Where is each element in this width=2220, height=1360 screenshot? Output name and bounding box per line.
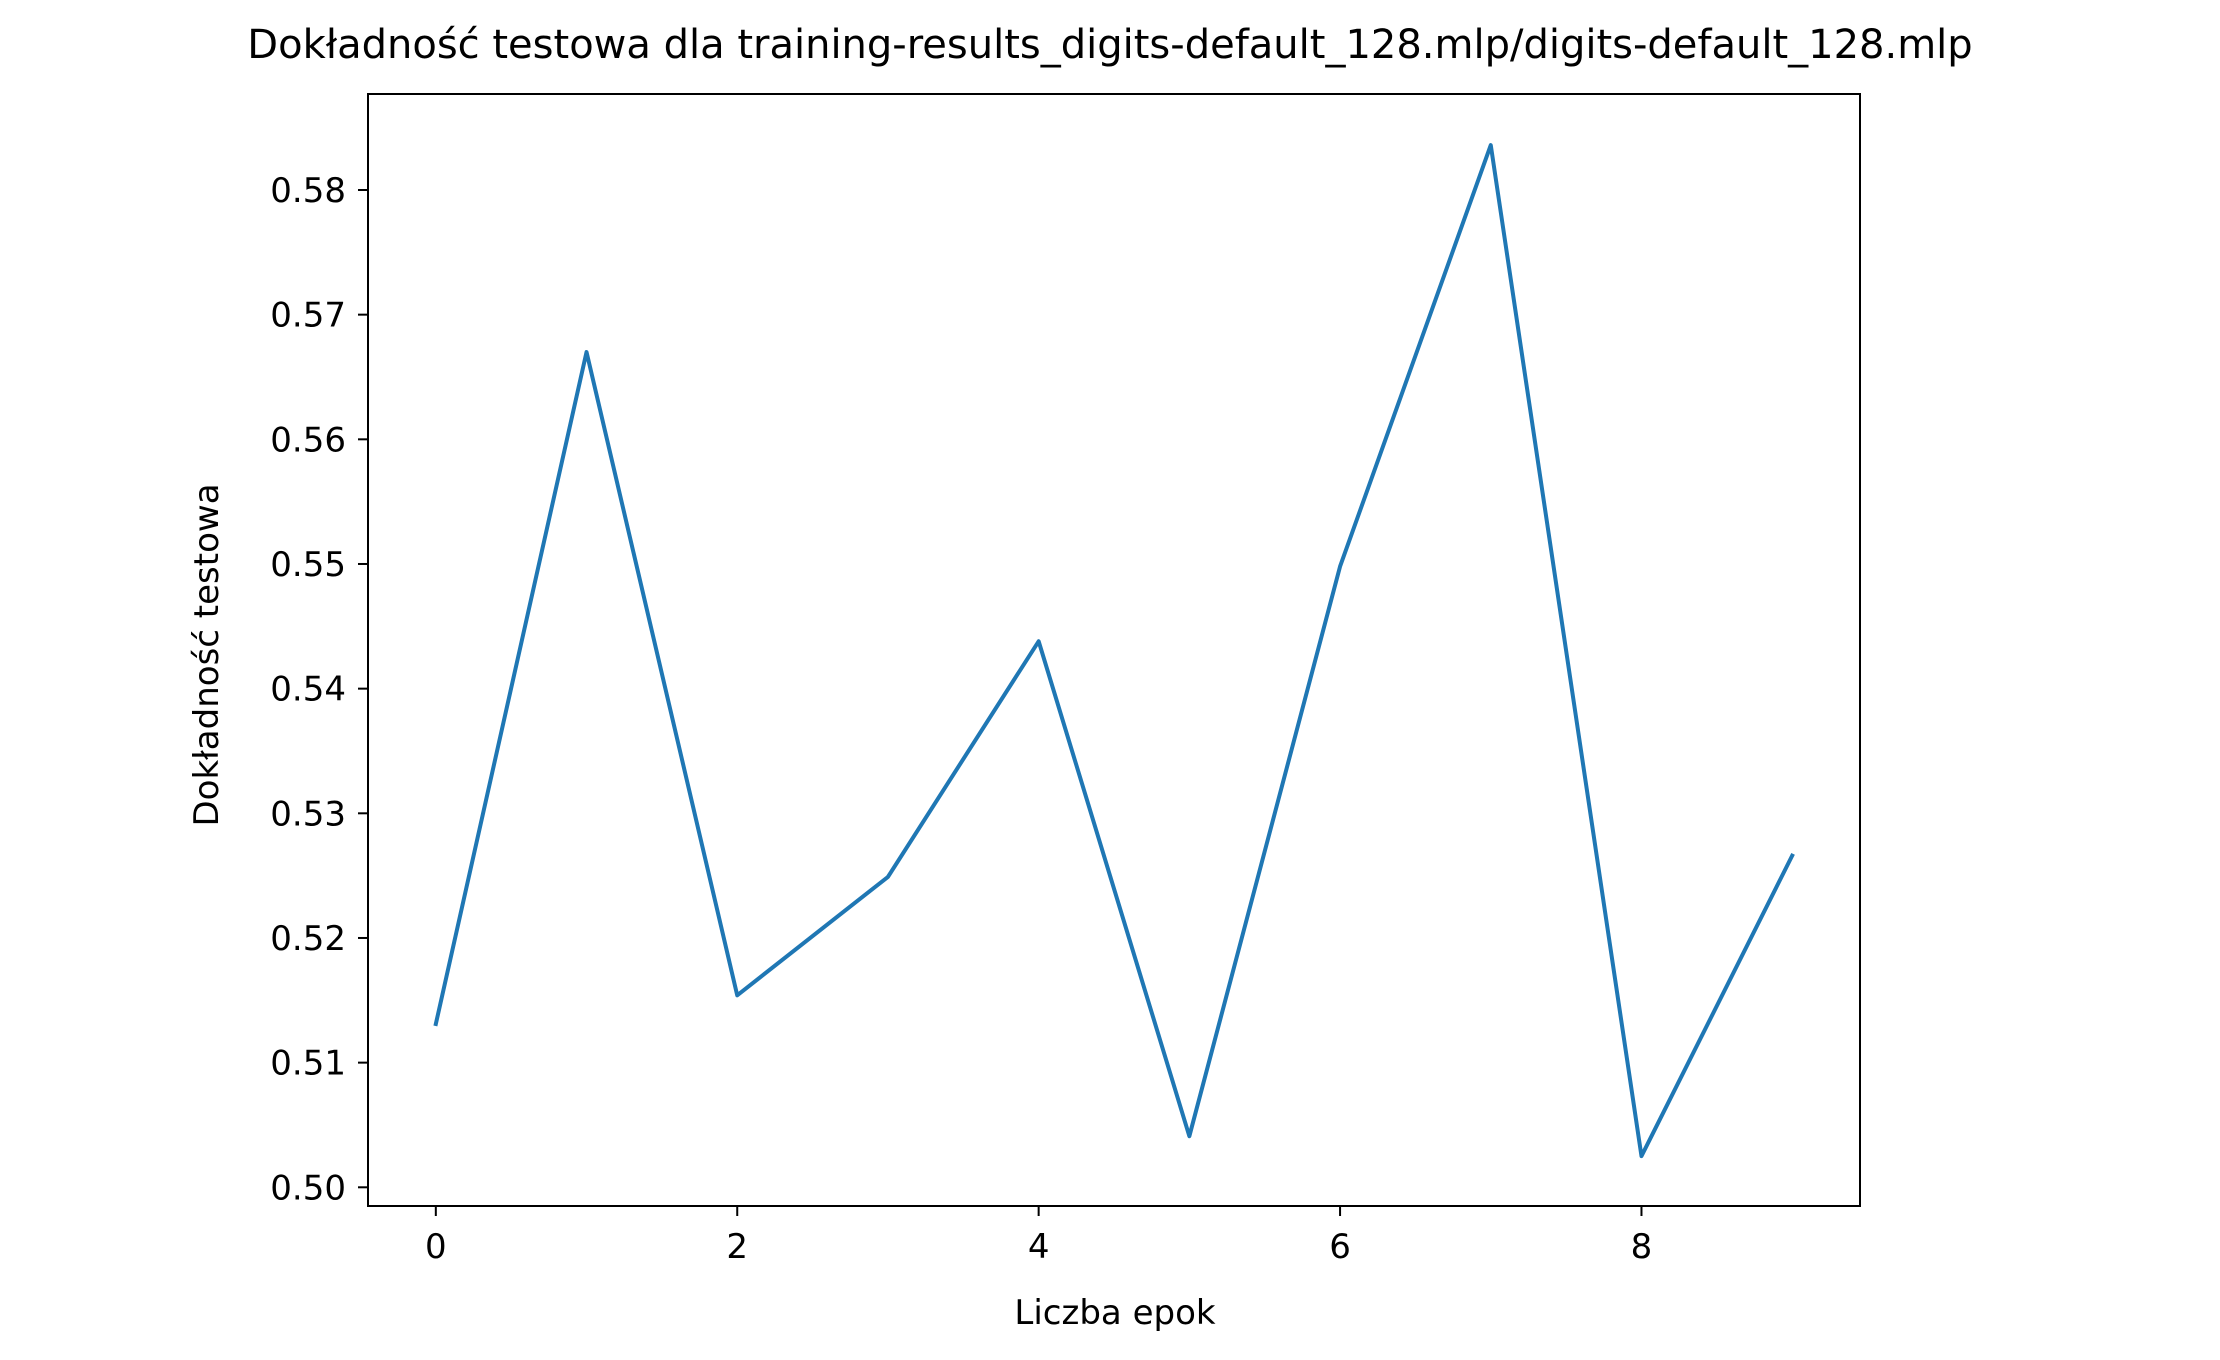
y-tick-label: 0.57 <box>270 296 346 336</box>
x-tick-label: 6 <box>1329 1227 1351 1267</box>
chart-title: Dokładność testowa dla training-results_… <box>247 22 1972 68</box>
y-tick-label: 0.56 <box>270 420 346 460</box>
x-tick-label: 0 <box>425 1227 447 1267</box>
x-axis-label: Liczba epok <box>1014 1293 1215 1333</box>
y-axis-label: Dokładność testowa <box>187 483 227 826</box>
y-tick-label: 0.52 <box>270 919 346 959</box>
x-axis-ticks: 0 2 4 6 8 <box>425 1206 1652 1267</box>
y-tick-label: 0.58 <box>270 171 346 211</box>
y-tick-label: 0.55 <box>270 545 346 585</box>
y-tick-label: 0.50 <box>270 1168 346 1208</box>
x-tick-label: 8 <box>1631 1227 1653 1267</box>
y-tick-label: 0.51 <box>270 1044 346 1084</box>
y-tick-label: 0.54 <box>270 670 346 710</box>
data-line-layer <box>433 143 1795 1159</box>
series-line <box>433 143 1795 1159</box>
x-tick-label: 2 <box>726 1227 748 1267</box>
y-tick-label: 0.53 <box>270 794 346 834</box>
plot-area-frame <box>367 93 1861 1207</box>
y-axis-ticks: 0.50 0.51 0.52 0.53 0.54 0.55 0.56 0.57 0.58 <box>270 171 368 1208</box>
x-tick-label: 4 <box>1028 1227 1050 1267</box>
